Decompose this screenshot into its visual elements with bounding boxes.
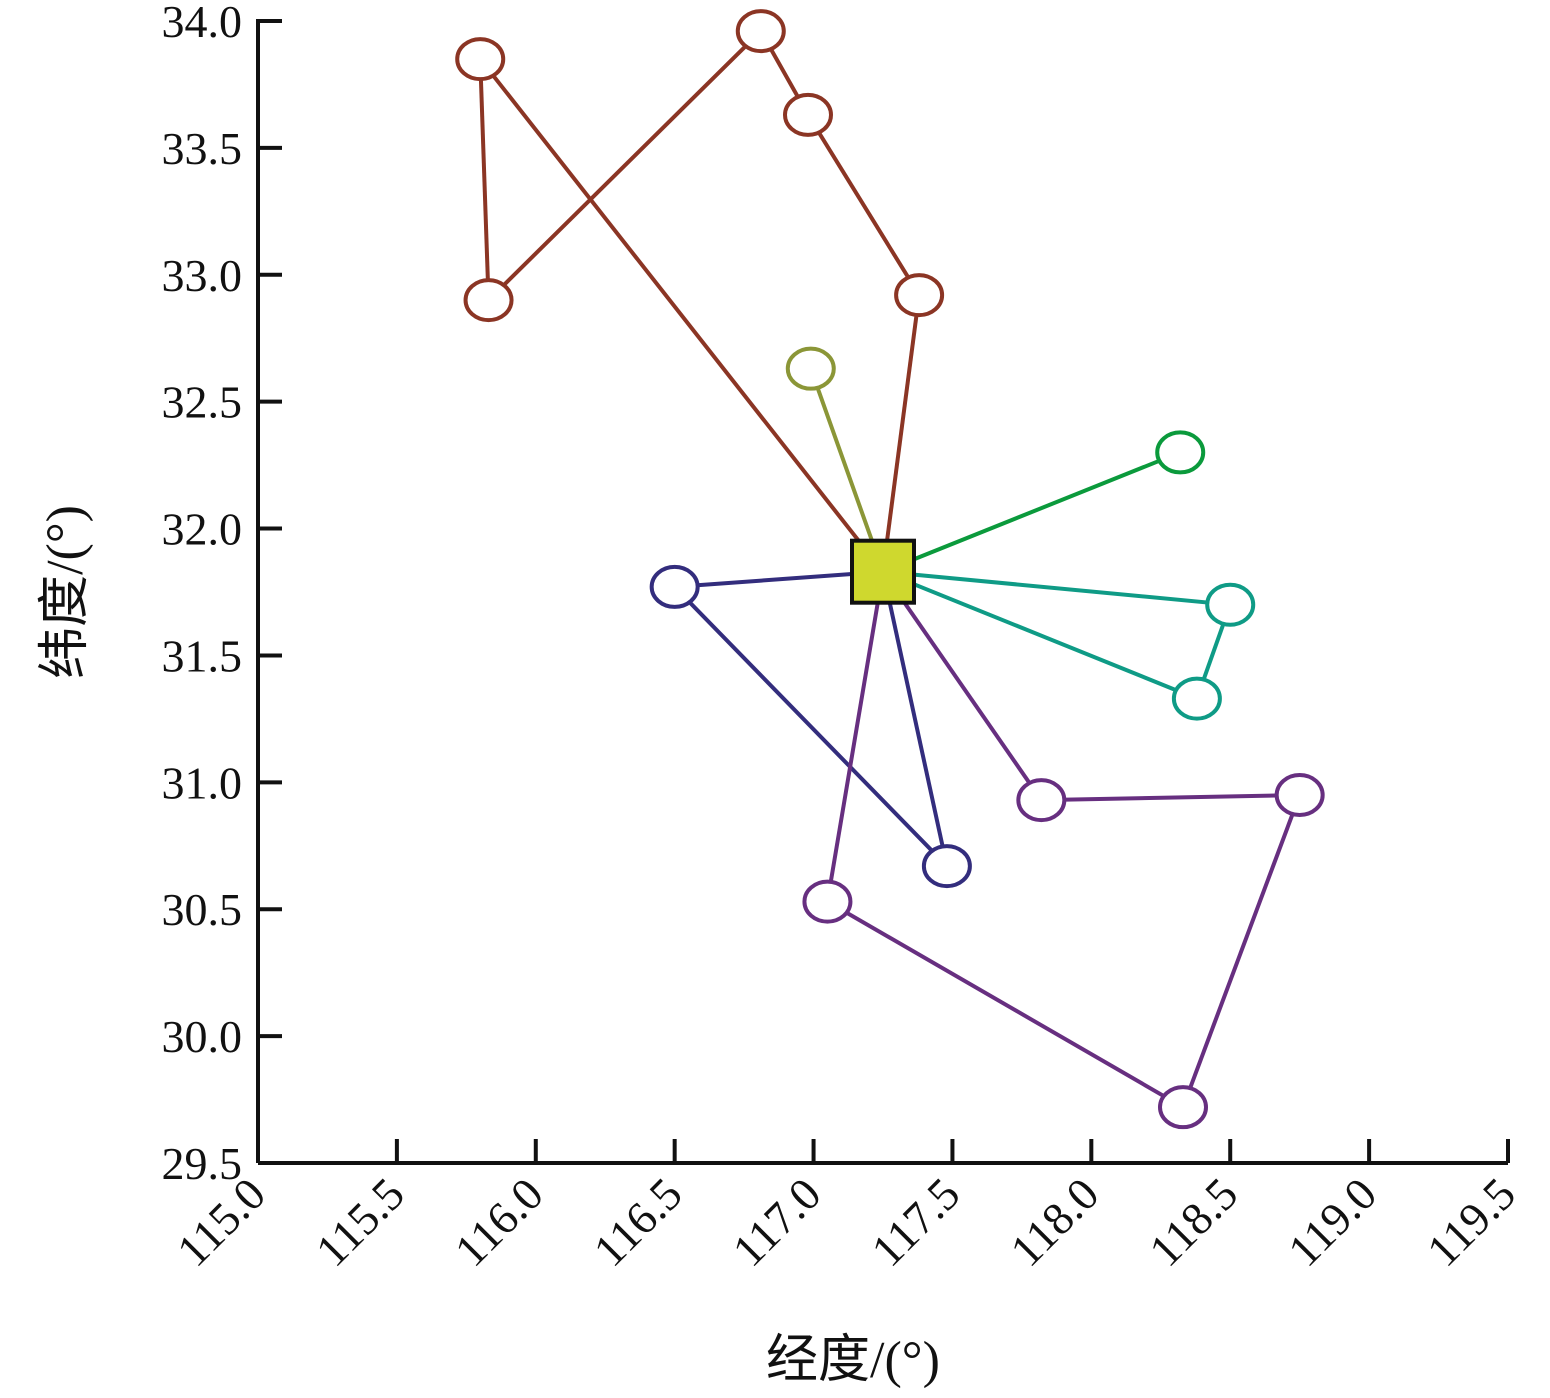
y-tick-label: 32.5 (162, 377, 243, 428)
route-segment (881, 570, 1043, 802)
x-tick-label: 119.0 (1278, 1168, 1386, 1276)
route-segment (882, 450, 1181, 574)
y-tick-label: 30.0 (162, 1011, 243, 1062)
customer-point (802, 879, 853, 924)
route-segment (674, 569, 884, 589)
route-segment (478, 57, 885, 573)
customer-point (1274, 773, 1325, 818)
route-segment (826, 899, 1185, 1109)
x-tick-label: 117.0 (723, 1168, 831, 1276)
y-tick-label: 32.0 (162, 504, 243, 555)
axes: 29.5 30.0 30.5 31.0 31.5 32.0 32.5 33.0 33.5 34.0… (162, 0, 1526, 1276)
customer-point (783, 92, 833, 137)
x-tick-label: 119.5 (1417, 1168, 1525, 1276)
route-segment (825, 571, 885, 902)
route-segment (478, 58, 491, 301)
route-segment (673, 585, 949, 868)
x-axis-title: 经度/(°) (766, 1332, 940, 1389)
customer-point (649, 564, 700, 609)
route-segment (1181, 794, 1302, 1108)
x-tick-label: 116.0 (445, 1168, 553, 1276)
y-tick-label: 33.0 (162, 250, 243, 301)
route-segment (882, 569, 1231, 607)
route-segment (881, 571, 949, 867)
x-tick-label: 115.5 (306, 1168, 414, 1276)
customer-point (463, 278, 514, 323)
x-tick-label: 117.5 (861, 1168, 969, 1276)
route-segment (806, 113, 921, 297)
depot-marker (850, 538, 916, 605)
customer-point (1205, 582, 1256, 627)
y-tick-label: 33.5 (162, 123, 243, 174)
y-tick-label: 29.5 (162, 1138, 243, 1189)
route-segment (487, 29, 763, 302)
y-tick-label: 30.5 (162, 884, 243, 935)
route-segment (1041, 793, 1300, 803)
customer-point (1158, 1085, 1208, 1130)
customer-point (735, 9, 786, 54)
customer-point (894, 273, 945, 318)
y-tick-label: 34.0 (162, 0, 243, 47)
y-tick-label: 31.5 (162, 630, 243, 681)
depot (850, 538, 916, 605)
x-tick-label: 116.5 (584, 1168, 692, 1276)
customer-point (1016, 778, 1067, 823)
customer-point (455, 37, 506, 82)
axis-labels: 经度/(°) 纬度/(°) (37, 505, 940, 1389)
customer-point (1171, 676, 1222, 721)
route-points (455, 9, 1325, 1130)
route-segment (808, 368, 885, 573)
y-axis-title: 纬度/(°) (37, 505, 94, 679)
route-segment (882, 569, 1198, 701)
customer-point (1155, 430, 1206, 475)
x-tick-label: 118.5 (1139, 1168, 1247, 1276)
route-segment (881, 294, 922, 572)
y-tick-label: 31.0 (162, 757, 243, 808)
customer-point (921, 844, 972, 889)
x-tick-label: 118.0 (1000, 1168, 1108, 1276)
customer-point (785, 346, 836, 391)
